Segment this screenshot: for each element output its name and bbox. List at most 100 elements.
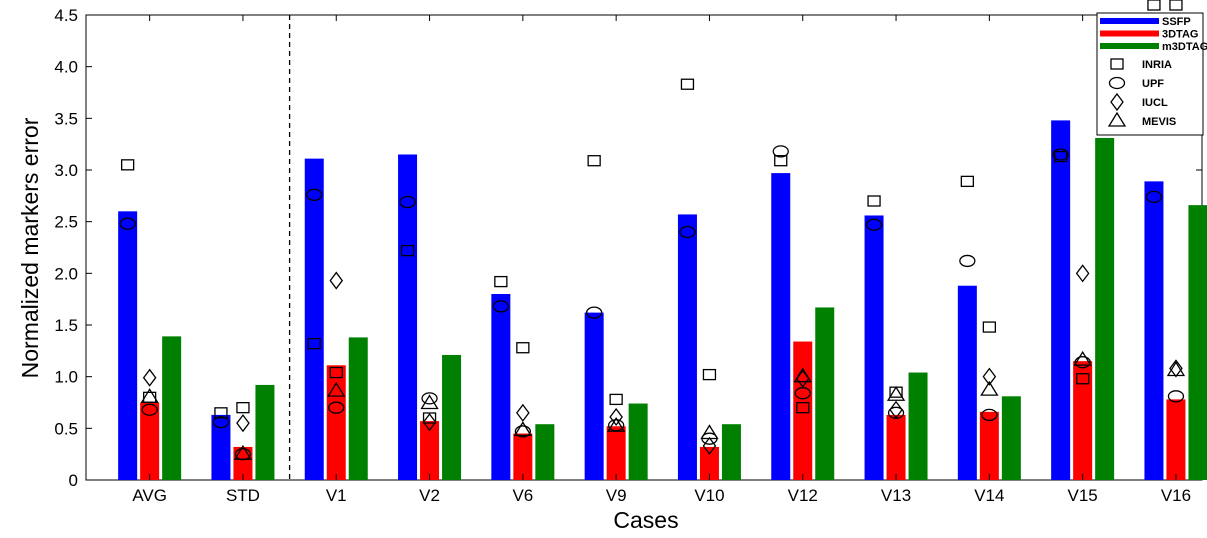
marker-inria-ssfp xyxy=(587,155,601,167)
marker-upf-3dtag xyxy=(421,392,438,405)
marker-upf-ssfp xyxy=(586,306,603,319)
marker-iucl-3dtag xyxy=(609,407,623,427)
legend-label-inria: INRIA xyxy=(1142,59,1172,71)
marker-upf-ssfp xyxy=(492,300,510,313)
marker-inria-3dtag xyxy=(1169,0,1183,11)
legend-label-3dtag: 3DTAG xyxy=(1162,29,1198,41)
marker-inria-3dtag xyxy=(329,366,343,379)
marker-upf-ssfp xyxy=(1145,190,1163,204)
bar-ssfp-avg xyxy=(118,211,138,481)
marker-inria-3dtag xyxy=(236,402,250,414)
bar-3dtag-v9 xyxy=(606,426,626,480)
marker-iucl-3dtag xyxy=(329,271,344,290)
x-axis-title: Cases xyxy=(613,507,678,533)
marker-upf-3dtag xyxy=(514,425,531,438)
bar-m3dtag-v12 xyxy=(815,307,835,480)
x-tick-label: V1 xyxy=(326,486,347,505)
marker-inria-ssfp xyxy=(867,195,881,207)
bar-3dtag-v6 xyxy=(513,433,533,480)
bar-ssfp-v13 xyxy=(864,215,884,480)
bar-ssfp-v15 xyxy=(1051,120,1071,481)
y-tick-label: 0 xyxy=(69,471,78,490)
bar-ssfp-std xyxy=(211,414,231,480)
marker-inria-3dtag xyxy=(1076,373,1090,385)
bar-ssfp-v1 xyxy=(304,158,324,480)
marker-mevis-3dtag xyxy=(700,424,719,440)
x-tick-label: V6 xyxy=(512,486,533,505)
bar-m3dtag-v9 xyxy=(628,403,648,480)
marker-inria-ssfp xyxy=(400,244,415,257)
marker-iucl-3dtag xyxy=(702,436,717,455)
x-tick-label: V10 xyxy=(694,486,724,505)
marker-inria-ssfp xyxy=(307,337,321,350)
x-tick-label: V2 xyxy=(419,486,440,505)
bar-3dtag-std xyxy=(233,446,253,480)
marker-mevis-3dtag xyxy=(233,444,253,460)
marker-inria-ssfp xyxy=(121,159,135,171)
bar-3dtag-v15 xyxy=(1073,361,1093,480)
y-tick-label: 2.5 xyxy=(54,213,78,232)
marker-inria-3dtag xyxy=(422,412,437,424)
bar-ssfp-v9 xyxy=(584,312,604,480)
y-tick-label: 4.5 xyxy=(54,6,78,25)
bar-3dtag-v1 xyxy=(326,365,346,480)
bar-ssfp-v14 xyxy=(957,285,977,480)
marker-upf-ssfp xyxy=(306,188,323,201)
legend-label-m3dtag: m3DTAG xyxy=(1162,41,1207,53)
marker-mevis-3dtag xyxy=(606,417,626,432)
bar-3dtag-avg xyxy=(140,402,160,480)
marker-upf-ssfp xyxy=(679,225,696,239)
marker-iucl-3dtag xyxy=(516,403,530,422)
marker-iucl-3dtag xyxy=(982,367,997,386)
legend-marker-iucl xyxy=(1110,92,1124,112)
marker-inria-3dtag xyxy=(796,402,810,414)
bar-m3dtag-v13 xyxy=(908,372,928,480)
marker-inria-3dtag xyxy=(889,386,903,398)
marker-mevis-3dtag xyxy=(1073,350,1092,366)
marker-iucl-3dtag xyxy=(1075,264,1090,283)
marker-inria-ssfp xyxy=(960,175,974,188)
bar-m3dtag-v6 xyxy=(535,424,555,480)
y-tick-label: 2.0 xyxy=(54,264,78,283)
marker-inria-3dtag xyxy=(609,393,623,406)
marker-mevis-3dtag xyxy=(327,381,346,397)
marker-inria-ssfp xyxy=(680,78,695,90)
marker-mevis-3dtag xyxy=(980,380,999,396)
bar-3dtag-v14 xyxy=(979,411,999,480)
bar-m3dtag-v15 xyxy=(1095,137,1115,480)
marker-inria-ssfp xyxy=(494,275,508,288)
marker-iucl-3dtag xyxy=(142,368,157,387)
bar-3dtag-v10 xyxy=(699,446,719,480)
marker-upf-ssfp xyxy=(119,217,136,230)
marker-inria-3dtag xyxy=(982,321,996,333)
bar-3dtag-v2 xyxy=(420,421,440,480)
marker-upf-ssfp xyxy=(865,218,883,231)
marker-iucl-3dtag xyxy=(422,413,437,432)
x-tick-label: V15 xyxy=(1068,486,1098,505)
marker-inria-3dtag xyxy=(702,368,717,381)
marker-upf-ssfp xyxy=(1052,148,1069,161)
legend-marker-mevis xyxy=(1107,111,1127,127)
legend-label-mevis: MEVIS xyxy=(1142,116,1176,128)
marker-mevis-3dtag xyxy=(886,386,906,401)
bar-3dtag-v13 xyxy=(886,414,906,480)
legend-marker-upf xyxy=(1108,76,1126,90)
marker-mevis-3dtag xyxy=(1166,361,1186,377)
y-tick-label: 4.0 xyxy=(54,58,78,77)
bar-ssfp-v16 xyxy=(1144,181,1164,480)
bar-m3dtag-v14 xyxy=(1001,396,1021,480)
bar-m3dtag-v16 xyxy=(1188,205,1207,480)
bar-m3dtag-std xyxy=(255,384,275,480)
bar-m3dtag-v10 xyxy=(721,424,741,480)
y-tick-label: 1.5 xyxy=(54,316,78,335)
x-tick-label: V9 xyxy=(606,486,627,505)
marker-mevis-3dtag xyxy=(140,388,159,403)
bar-ssfp-v6 xyxy=(491,294,511,480)
bar-ssfp-v10 xyxy=(677,214,697,480)
x-tick-label: V14 xyxy=(974,486,1004,505)
marker-upf-ssfp xyxy=(959,254,976,268)
y-tick-label: 1.0 xyxy=(54,368,78,387)
bar-ssfp-v12 xyxy=(771,173,791,480)
marker-upf-3dtag xyxy=(981,408,998,422)
